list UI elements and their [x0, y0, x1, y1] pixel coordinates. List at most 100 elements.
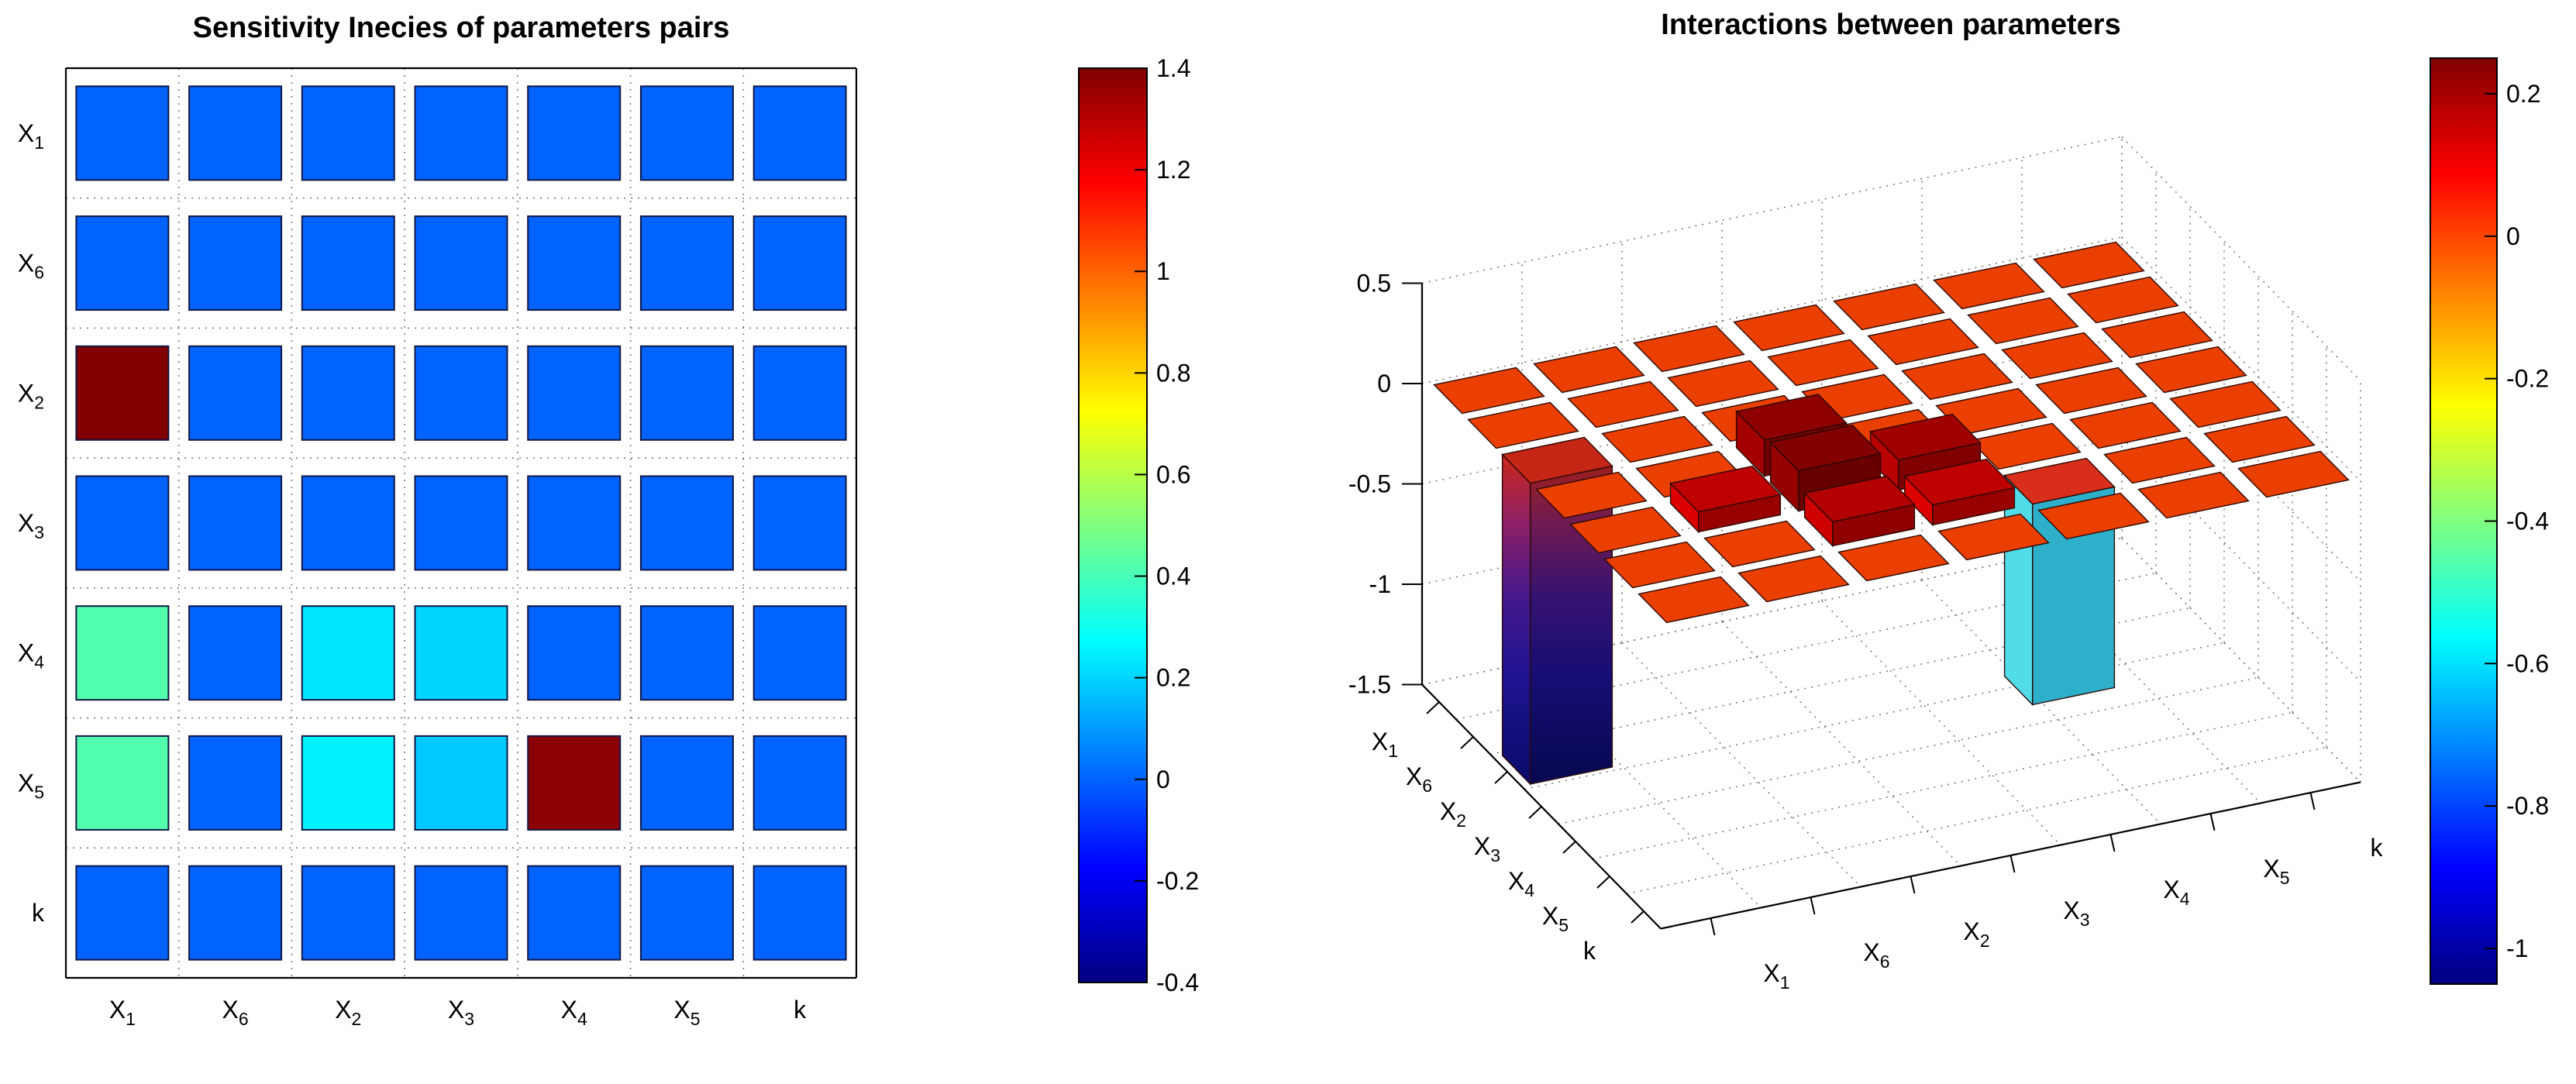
- x-tick: [1426, 701, 1440, 714]
- y-tick: [2209, 813, 2216, 831]
- bar3-face: [2135, 346, 2247, 394]
- y-tick-label: X6: [18, 249, 44, 283]
- y-tick: [2009, 855, 2016, 873]
- bar3-face: [1867, 318, 1979, 366]
- x-tick: [1494, 771, 1508, 784]
- bar3-face: [1669, 465, 1782, 513]
- grid-line: [1421, 236, 2123, 384]
- x-tick: [1460, 736, 1474, 749]
- z-tick-label: 0: [1377, 370, 1391, 397]
- x-tick: [1562, 841, 1576, 854]
- grid-line: [2121, 136, 2361, 382]
- heatmap-cell: [188, 605, 283, 701]
- bar3-face: [1603, 541, 1716, 589]
- heatmap-cell: [75, 475, 170, 571]
- heatmap-cell: [75, 85, 170, 181]
- x-tick-label: k: [1583, 937, 1596, 965]
- bar3-face: [1601, 415, 1713, 463]
- grid-line: [1821, 600, 2061, 846]
- bar3-face: [2069, 401, 2182, 449]
- heatmap-cell: [752, 735, 847, 831]
- heatmap-cell: [639, 605, 734, 701]
- bar3-face: [1903, 458, 2016, 506]
- bar3-face: [1837, 534, 1950, 582]
- heatmap-cell: [414, 475, 508, 571]
- x-tick-label: k: [794, 996, 807, 1024]
- heatmap-cell: [301, 605, 395, 701]
- heatmap-cell: [639, 345, 734, 441]
- colorbar-tick-label: -1: [2506, 934, 2528, 962]
- x-tick: [1631, 910, 1644, 924]
- heatmap-cell: [752, 865, 847, 961]
- bar3-face: [1467, 401, 1579, 449]
- heatmap-cell: [301, 215, 395, 311]
- heatmap-cell: [639, 735, 734, 831]
- heatmap-cell: [639, 865, 734, 961]
- colorbar-tick-label: -0.2: [2506, 365, 2549, 393]
- x-tick-label: X3: [448, 996, 474, 1029]
- y-tick-label: k: [32, 899, 45, 927]
- x-tick: [1528, 806, 1542, 819]
- grid-line: [2121, 537, 2361, 783]
- heatmap-cell: [188, 345, 283, 441]
- heatmap-cell: [75, 215, 170, 311]
- bar3-face: [1735, 394, 1848, 441]
- heatmap-cell: [414, 865, 508, 961]
- bar3-face: [2137, 471, 2250, 519]
- colorbar-tick-label: 0.4: [1156, 563, 1190, 590]
- grid-line: [1592, 711, 2293, 860]
- colorbar-tick-label: 1.4: [1156, 54, 1190, 82]
- heatmap-cell: [188, 735, 283, 831]
- colorbar-tick-label: 0: [2506, 222, 2520, 250]
- y-tick-label: X4: [2163, 876, 2189, 909]
- heatmap-cell: [75, 865, 170, 961]
- colorbar-tick-label: -0.8: [2506, 792, 2549, 820]
- heatmap-cell: [301, 85, 395, 181]
- heatmap-cell: [752, 475, 847, 571]
- heatmap-cell: [301, 735, 395, 831]
- heatmap-cell: [75, 735, 170, 831]
- heatmap-cell: [301, 345, 395, 441]
- x-tick-label: X4: [561, 996, 587, 1029]
- colorbar-tick-label: 0.8: [1156, 359, 1190, 387]
- bar3-face: [1969, 422, 2082, 470]
- colorbar-gradient: [1078, 67, 1148, 983]
- y-tick-label: X4: [18, 639, 44, 673]
- bar3-face: [1869, 413, 1982, 461]
- heatmap-cell: [188, 215, 283, 311]
- grid-line: [1921, 579, 2161, 825]
- heatmap-cell: [414, 605, 508, 701]
- bar3-face: [1767, 339, 1879, 387]
- heatmap-cell: [752, 215, 847, 311]
- bar3-face: [1433, 366, 1545, 415]
- grid-line: [2121, 236, 2361, 482]
- bar3-face: [1667, 360, 1779, 408]
- bar3-face: [1569, 506, 1682, 554]
- grid-line: [2121, 437, 2361, 683]
- bar3-face: [1638, 576, 1750, 624]
- y-tick: [2309, 792, 2316, 810]
- colorbar-tick-label: 1.2: [1156, 156, 1190, 184]
- bar3-face: [2037, 492, 2150, 540]
- left-plot-title: Sensitivity Inecies of parameters pairs: [193, 12, 730, 44]
- bar3-face: [2035, 366, 2147, 415]
- sensitivity-heatmap: X1 X6 X2 X3 X4 X5 k X1 X6 X2 X3 X4 X5 k: [18, 67, 858, 1029]
- y-tick-label: X5: [18, 769, 44, 802]
- grid-line: [1621, 642, 1861, 888]
- bar3-face: [1937, 513, 2050, 561]
- grid-line: [1558, 676, 2259, 825]
- bar3-side: [2003, 473, 2034, 707]
- colorbar-tick-label: 0.2: [1156, 664, 1190, 692]
- y-tick-label: X2: [1963, 917, 1989, 951]
- heatmap-cell: [527, 345, 622, 441]
- y-tick-label: X1: [18, 119, 44, 153]
- heatmap-cell: [527, 865, 622, 961]
- bar3-face: [2237, 450, 2350, 498]
- heatmap-cell: [752, 345, 847, 441]
- y-tick-label: X3: [2063, 896, 2089, 930]
- bar3-face: [1633, 325, 1745, 373]
- heatmap-cell: [414, 215, 508, 311]
- heatmap-cell: [639, 215, 734, 311]
